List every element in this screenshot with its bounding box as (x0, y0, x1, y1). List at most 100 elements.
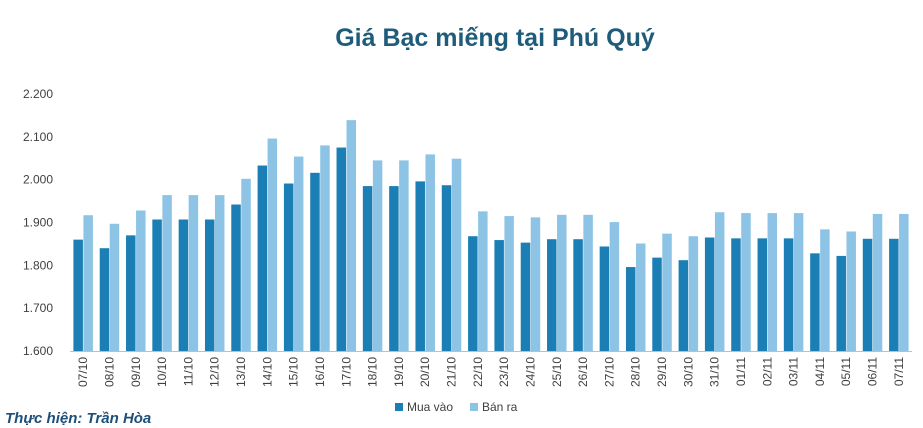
x-tick-label: 12/10 (208, 357, 222, 387)
x-tick-label: 01/11 (734, 357, 748, 386)
bar-mua-vao (783, 238, 794, 351)
y-tick-label: 1.600 (23, 344, 53, 358)
bar-mua-vao (625, 267, 636, 351)
bar-ban-ra (846, 231, 856, 351)
bar-mua-vao (862, 238, 873, 351)
bar-mua-vao (310, 172, 320, 351)
bar-ban-ra (635, 243, 646, 351)
bar-mua-vao (757, 238, 768, 351)
bar-ban-ra (267, 138, 278, 351)
y-axis-ticks: 1.600 1.700 1.800 1.900 2.000 2.100 2.200 (23, 87, 53, 358)
legend-label-mua-vao: Mua vào (407, 400, 453, 414)
bar-ban-ra (478, 211, 488, 351)
bar-mua-vao (389, 186, 399, 351)
bar-ban-ra (767, 213, 778, 351)
x-tick-label: 26/10 (576, 357, 590, 387)
bar-mua-vao (468, 236, 478, 351)
x-tick-label: 20/10 (418, 357, 432, 387)
x-tick-label: 07/11 (892, 357, 906, 386)
bar-mua-vao (126, 235, 136, 351)
y-tick-label: 1.800 (23, 258, 53, 272)
bar-mua-vao (520, 242, 531, 351)
x-tick-label: 06/11 (866, 357, 880, 386)
bar-mua-vao (231, 204, 241, 351)
bar-mua-vao (494, 240, 504, 351)
x-tick-label: 02/11 (760, 357, 774, 386)
bar-mua-vao (441, 185, 452, 351)
x-tick-label: 09/10 (129, 357, 143, 387)
bar-ban-ra (109, 223, 120, 351)
bar-mua-vao (73, 239, 83, 351)
x-tick-label: 24/10 (523, 357, 537, 387)
y-tick-label: 1.900 (23, 216, 53, 230)
bar-ban-ra (820, 229, 830, 351)
chart-title: Giá Bạc miếng tại Phú Quý (335, 24, 655, 52)
x-tick-label: 05/11 (839, 357, 853, 386)
bar-mua-vao (336, 147, 347, 351)
x-tick-label: 25/10 (550, 357, 564, 387)
bar-mua-vao (362, 186, 373, 351)
x-axis-ticks: 07/10 08/10 09/10 10/10 11/10 12/10 13/10 14/10… (76, 357, 906, 387)
bar-ban-ra (372, 160, 383, 351)
bar-ban-ra (320, 145, 330, 351)
bar-ban-ra (530, 217, 541, 351)
bar-ban-ra (346, 120, 357, 351)
bar-mua-vao (204, 219, 215, 351)
bar-ban-ra (557, 214, 567, 351)
bar-ban-ra (662, 233, 672, 351)
x-tick-label: 03/11 (787, 357, 801, 386)
bar-ban-ra (609, 222, 620, 351)
bar-mua-vao (836, 255, 846, 351)
legend-swatch-ban-ra (470, 403, 478, 411)
y-tick-label: 1.700 (23, 301, 53, 315)
x-tick-label: 08/10 (102, 357, 116, 387)
bar-ban-ra (214, 195, 225, 351)
bar-ban-ra (83, 215, 93, 351)
bar-mua-vao (283, 183, 294, 351)
bar-ban-ra (899, 213, 909, 351)
bar-ban-ra (688, 236, 699, 351)
x-tick-label: 23/10 (497, 357, 511, 387)
x-tick-label: 16/10 (313, 357, 327, 387)
bar-mua-vao (652, 257, 662, 351)
bar-ban-ra (872, 213, 883, 351)
bar-ban-ra (425, 154, 435, 351)
bar-mua-vao (810, 253, 820, 351)
x-tick-label: 14/10 (260, 357, 274, 387)
bar-ban-ra (241, 178, 251, 351)
bar-mua-vao (99, 248, 110, 351)
x-tick-label: 29/10 (655, 357, 669, 387)
bar-mua-vao (889, 238, 899, 351)
x-tick-label: 07/10 (76, 357, 90, 387)
bar-ban-ra (293, 156, 304, 351)
x-tick-label: 21/10 (445, 357, 459, 387)
x-tick-label: 10/10 (155, 357, 169, 387)
bar-mua-vao (704, 237, 715, 351)
x-tick-label: 31/10 (708, 357, 722, 387)
author-credit: Thực hiện: Trần Hòa (5, 410, 151, 427)
bar-mua-vao (678, 260, 689, 351)
bar-ban-ra (583, 214, 593, 351)
x-tick-label: 11/10 (181, 357, 195, 386)
bar-mua-vao (547, 239, 557, 351)
bar-mua-vao (178, 219, 189, 351)
x-tick-label: 17/10 (339, 357, 353, 387)
y-tick-label: 2.200 (23, 87, 53, 101)
bars (73, 120, 909, 351)
bar-mua-vao (152, 219, 162, 351)
bar-mua-vao (573, 239, 583, 351)
x-tick-label: 22/10 (471, 357, 485, 387)
bar-ban-ra (188, 195, 199, 351)
bar-ban-ra (162, 195, 172, 351)
legend: Mua vào Bán ra (395, 400, 518, 414)
x-tick-label: 13/10 (234, 357, 248, 387)
x-tick-label: 28/10 (629, 357, 643, 387)
bar-mua-vao (731, 238, 741, 351)
bar-ban-ra (714, 212, 725, 351)
y-tick-label: 2.100 (23, 130, 53, 144)
legend-label-ban-ra: Bán ra (482, 400, 518, 414)
bar-ban-ra (741, 213, 751, 351)
x-tick-label: 15/10 (287, 357, 301, 387)
x-tick-label: 19/10 (392, 357, 406, 387)
bar-mua-vao (257, 165, 268, 351)
